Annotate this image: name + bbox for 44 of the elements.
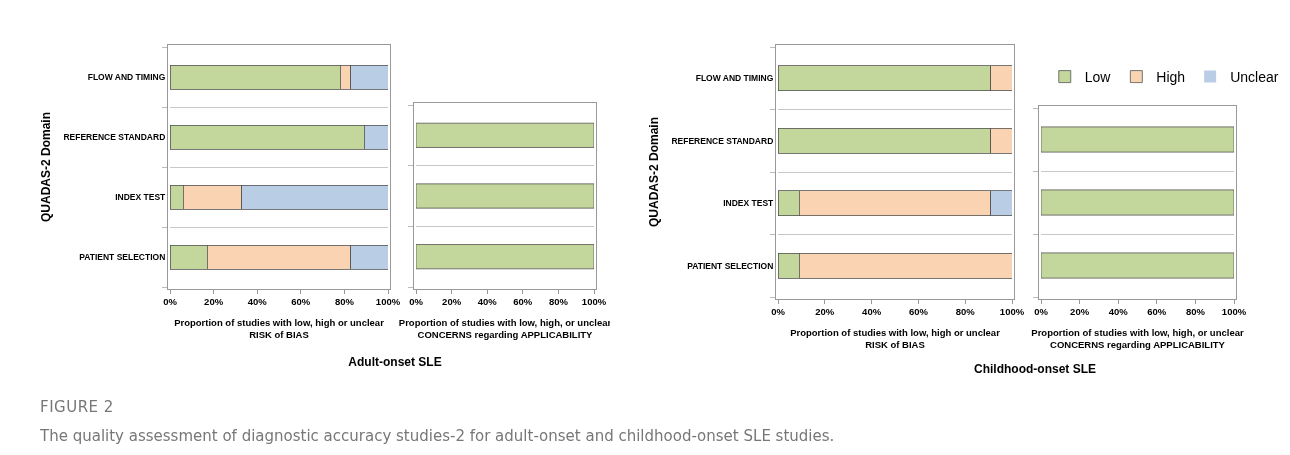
text: The quality assessment of diagnostic accuracy studies-2 for adult-onset and childhood-onset SLE studies. — [40, 427, 835, 445]
x-axis-title: Proportion of studies with low, high or unclear RISK of BIAS — [790, 326, 1001, 350]
caption: FIGURE 2 — [40, 398, 114, 416]
x-tick-label: 80% — [955, 306, 976, 318]
x-tick-label: 80% — [1185, 306, 1206, 318]
x-tick-label: 20% — [204, 296, 224, 308]
x-axis-title: Proportion of studies with low, high, or unclear CONCERNS regarding APPLICABILITY — [1031, 326, 1244, 350]
y-tick-label: REFERENCE STANDARD — [671, 135, 774, 146]
x-tick-label: 40% — [247, 296, 268, 308]
x-tick-label: 60% — [908, 306, 929, 318]
y-tick-label: REFERENCE STANDARD — [63, 131, 166, 142]
x-tick-label: 60% — [291, 296, 311, 308]
x-tick-label: 40% — [1108, 306, 1129, 318]
x-tick-label: 20% — [442, 296, 462, 308]
x-tick-label: 0% — [163, 296, 178, 308]
text: Adult-onset SLE — [348, 355, 442, 369]
y-tick-label: FLOW AND TIMING — [87, 71, 166, 82]
x-tick-label: 20% — [1070, 306, 1090, 318]
x-tick-label: 60% — [1147, 306, 1167, 318]
y-tick-label: INDEX TEST — [723, 198, 775, 209]
x-tick-label: 0% — [771, 306, 786, 318]
legend-label: High — [1156, 69, 1186, 86]
y-axis-title: QUADAS-2 Domain — [38, 111, 53, 223]
x-tick-label: 100% — [1221, 306, 1247, 318]
y-tick-label: FLOW AND TIMING — [695, 73, 774, 84]
x-tick-label: 80% — [548, 296, 569, 308]
x-tick-label: 80% — [334, 296, 355, 308]
y-axis-title: QUADAS-2 Domain — [646, 116, 661, 228]
y-tick-label: PATIENT SELECTION — [687, 260, 774, 271]
x-tick-label: 100% — [999, 306, 1025, 318]
y-tick-label: PATIENT SELECTION — [79, 251, 166, 262]
x-tick-label: 40% — [477, 296, 498, 308]
x-tick-label: 0% — [409, 296, 424, 308]
x-tick-label: 20% — [815, 306, 835, 318]
legend-label: Low — [1084, 69, 1112, 86]
x-tick-label: 40% — [862, 306, 882, 318]
x-tick-label: 100% — [375, 296, 401, 308]
text: Childhood-onset SLE — [974, 362, 1096, 376]
x-tick-label: 0% — [1034, 306, 1049, 318]
y-tick-label: INDEX TEST — [115, 191, 167, 202]
x-axis-title: Proportion of studies with low, high or unclear RISK of BIAS — [174, 316, 385, 340]
x-tick-label: 60% — [513, 296, 533, 308]
x-tick-label: 100% — [581, 296, 607, 308]
legend-label: Unclear — [1230, 69, 1279, 86]
